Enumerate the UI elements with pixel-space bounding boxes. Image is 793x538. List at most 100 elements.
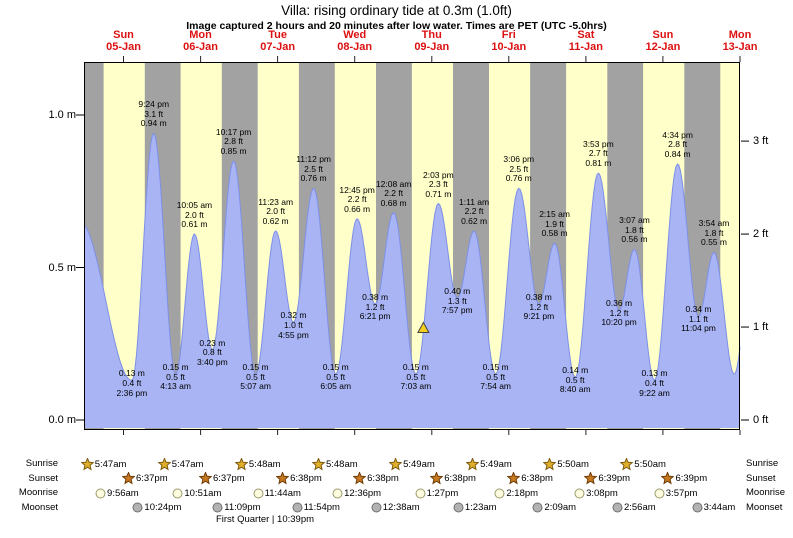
astro-time: 5:48am — [325, 458, 358, 470]
tide-label-line: 0.5 ft — [486, 371, 506, 382]
astro-time: 6:38pm — [521, 473, 553, 484]
tide-label-line: 0.15 m — [322, 362, 349, 373]
day-date: 13-Jan — [722, 40, 758, 53]
day-header: Thu 09-Jan — [400, 29, 464, 53]
tide-label-line: 5:07 am — [240, 381, 271, 392]
tide-label-line: 2.7 ft — [588, 148, 608, 159]
astro-time: 11:09pm — [224, 502, 261, 513]
day-name: Tue — [268, 29, 288, 41]
moonrise-circle-icon — [332, 488, 343, 498]
right-axis-label: 0 ft — [753, 414, 769, 426]
moonset-circle-entry: 2:56am — [605, 501, 663, 515]
tide-label-line: 1.8 ft — [704, 227, 724, 238]
tide-label-line: 0.15 m — [242, 362, 269, 373]
right-axis-label: 3 ft — [753, 135, 769, 148]
sunrise-star-entry: 5:47am — [75, 457, 133, 471]
tide-label-line: 0.5 ft — [166, 371, 186, 382]
tide-label-line: 2:36 pm — [116, 387, 148, 398]
astro-time: 12:36pm — [344, 487, 382, 499]
tide-label-line: 0.38 m — [362, 292, 389, 303]
tide-label-line: 1.2 ft — [529, 301, 549, 312]
sunset-star-entry: 6:38pm — [501, 472, 559, 486]
tide-label-line: 0.94 m — [140, 118, 167, 129]
day-name: Mon — [728, 29, 752, 41]
tide-label-line: 10:05 am — [176, 200, 213, 210]
left-axis-label: 0.5 m — [48, 261, 76, 274]
tide-label-line: 2.8 ft — [224, 136, 244, 147]
tide-area-curve — [85, 133, 740, 428]
tide-low-label: 0.15 m 0.5 ft 4:13 am — [147, 363, 205, 392]
sunrise-star-entry: 5:49am — [383, 457, 441, 471]
tide-label-line: 0.4 ft — [645, 377, 664, 388]
moonrise-circle-icon — [654, 488, 665, 498]
tide-label-line: 6:05 am — [320, 381, 352, 392]
moonset-circle-entry: 3:44am — [684, 501, 742, 515]
moonset-circle-entry: 11:09pm — [207, 501, 265, 515]
astro-time: 6:38pm — [290, 473, 322, 484]
tide-low-label: 0.13 m 0.4 ft 2:36 pm — [103, 369, 161, 398]
astro-row-label-right: Sunset — [746, 472, 776, 484]
moonset-circle-icon — [292, 502, 303, 513]
astro-time: 2:09am — [544, 502, 577, 513]
moonrise-circle-entry: 3:08pm — [567, 486, 625, 500]
day-date: 10-Jan — [491, 40, 527, 53]
tide-label-line: 0.5 ft — [565, 374, 585, 385]
astro-time: 10:51am — [184, 487, 222, 499]
tide-low-label: 0.32 m 1.0 ft 4:55 pm — [264, 311, 322, 340]
day-header: Mon 06-Jan — [169, 29, 233, 53]
right-axis-label: 2 ft — [753, 228, 769, 241]
tide-label-line: 0.34 m — [685, 304, 712, 315]
tide-high-label: 2:03 pm 2.3 ft 0.71 m — [409, 170, 467, 200]
moonrise-circle-entry: 12:36pm — [328, 486, 386, 500]
tide-label-line: 2.2 ft — [384, 188, 404, 199]
tide-low-label: 0.23 m 0.8 ft 3:40 pm — [183, 338, 241, 368]
tide-label-line: 0.76 m — [505, 173, 532, 184]
tide-label-line: 4:55 pm — [278, 329, 309, 340]
astro-time: 3:44am — [703, 502, 736, 513]
sunset-star-entry: 6:38pm — [347, 472, 405, 486]
tide-label-line: 1.8 ft — [624, 224, 644, 235]
sunrise-star-entry: 5:47am — [152, 457, 210, 471]
day-name: Sun — [652, 29, 674, 41]
moonset-circle-icon — [212, 502, 223, 513]
astro-row-label-left: Sunset — [28, 472, 58, 484]
tide-label-line: 6:21 pm — [359, 311, 391, 322]
tide-label-line: 2.5 ft — [304, 163, 324, 174]
tide-high-label: 9:24 pm 3.1 ft 0.94 m — [125, 100, 183, 129]
astro-time: 10:24pm — [144, 502, 182, 513]
astro-time: 6:38pm — [367, 473, 399, 484]
tide-label-line: 0.61 m — [181, 219, 208, 230]
tide-high-label: 3:54 am 1.8 ft 0.55 m — [685, 219, 743, 248]
day-date: 06-Jan — [183, 40, 218, 53]
sunrise-star-icon — [466, 457, 480, 470]
tide-label-line: 2.5 ft — [509, 163, 529, 174]
tide-label-line: 0.66 m — [344, 203, 371, 214]
moonrise-circle-entry: 2:18pm — [487, 486, 545, 500]
sunrise-star-icon — [311, 457, 325, 470]
tide-label-line: 0.4 ft — [122, 377, 142, 388]
moonrise-circle-entry: 1:27pm — [407, 486, 465, 500]
tide-label-line: 2.2 ft — [347, 194, 367, 205]
astro-time: 3:57pm — [665, 487, 698, 499]
tide-label-line: 2.8 ft — [668, 139, 688, 150]
sunrise-star-icon — [543, 457, 557, 470]
tide-label-line: 11:23 am — [258, 196, 294, 207]
astro-time: 2:56am — [623, 502, 656, 513]
astro-time: 6:39pm — [675, 473, 708, 484]
tide-label-line: 3:06 pm — [503, 154, 535, 165]
sunset-star-entry: 6:39pm — [655, 472, 713, 486]
astro-time: 6:39pm — [598, 473, 631, 484]
tide-high-label: 3:53 pm 2.7 ft 0.81 m — [569, 138, 627, 169]
tide-label-line: 0.36 m — [606, 298, 633, 309]
tide-label-line: 3:53 pm — [582, 138, 614, 149]
astro-time: 5:49am — [480, 458, 512, 470]
tide-label-line: 0.68 m — [380, 197, 407, 208]
tide-label-line: 10:20 pm — [601, 317, 637, 328]
moonrise-circle-entry: 3:57pm — [647, 486, 705, 500]
sunset-star-icon — [276, 472, 290, 485]
tide-label-line: 9:21 pm — [523, 311, 555, 322]
day-header: Sat 11-Jan — [554, 29, 618, 53]
tide-label-line: 2:15 am — [539, 209, 570, 220]
astro-time: 2:18pm — [506, 487, 539, 499]
day-name: Mon — [189, 29, 212, 41]
